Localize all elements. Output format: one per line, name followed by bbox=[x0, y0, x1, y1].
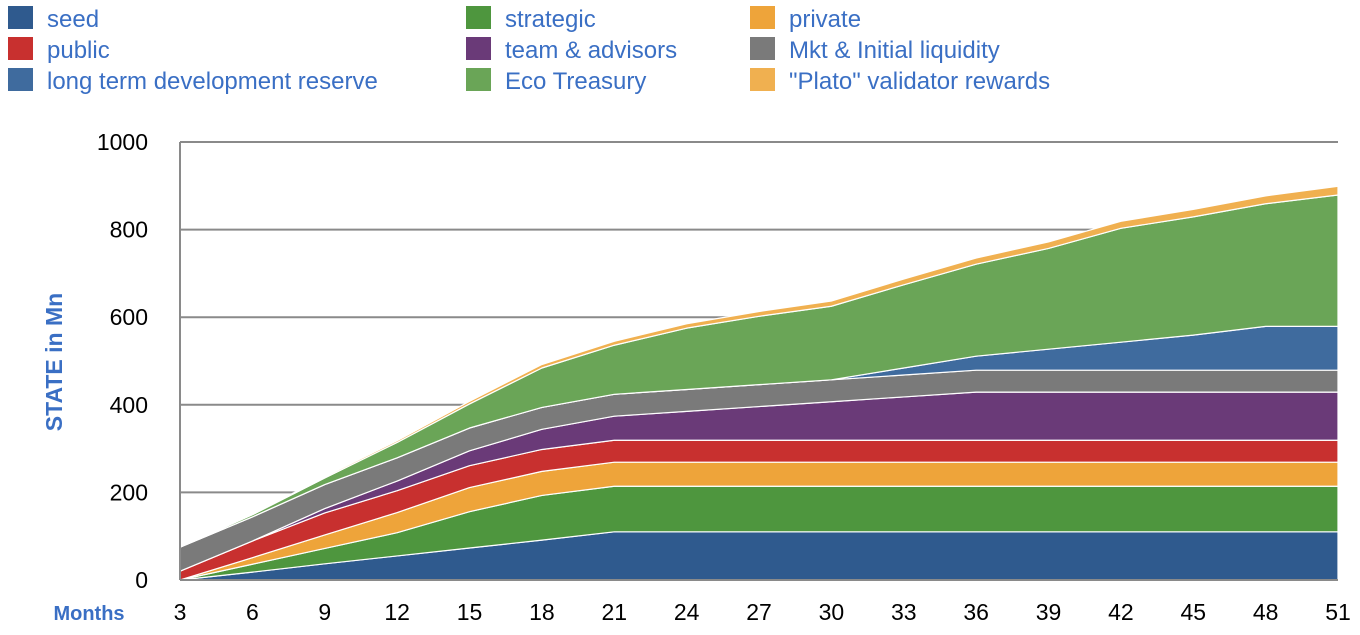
y-tick-label: 800 bbox=[110, 217, 148, 243]
legend-swatch bbox=[8, 68, 33, 91]
x-tick-label: 51 bbox=[1325, 599, 1351, 625]
x-tick-label: 15 bbox=[457, 599, 483, 625]
x-tick-label: 24 bbox=[674, 599, 700, 625]
x-tick-label: 36 bbox=[963, 599, 989, 625]
legend-swatch bbox=[8, 37, 33, 60]
legend-swatch bbox=[466, 68, 491, 91]
x-tick-label: 12 bbox=[384, 599, 410, 625]
y-tick-label: 200 bbox=[110, 479, 148, 505]
x-tick-label: 18 bbox=[529, 599, 555, 625]
x-tick-label: 42 bbox=[1108, 599, 1134, 625]
legend-label: strategic bbox=[505, 6, 596, 33]
x-tick-label: 48 bbox=[1253, 599, 1279, 625]
legend-item-long-term-development-reserve: long term development reserve bbox=[8, 68, 378, 95]
legend: seed strategic private public team & advisor… bbox=[8, 6, 1050, 95]
legend-swatch bbox=[750, 37, 775, 60]
legend-label: private bbox=[789, 6, 861, 33]
legend-item-private: private bbox=[750, 6, 861, 33]
x-tick-label: 27 bbox=[746, 599, 772, 625]
legend-item-eco-treasury: Eco Treasury bbox=[466, 68, 646, 95]
x-tick-label: 33 bbox=[891, 599, 917, 625]
x-axis-label: Months bbox=[53, 603, 124, 625]
legend-item-team-advisors: team & advisors bbox=[466, 37, 677, 64]
y-tick-label: 0 bbox=[135, 567, 148, 593]
legend-label: Eco Treasury bbox=[505, 68, 646, 95]
legend-item-strategic: strategic bbox=[466, 6, 596, 33]
legend-swatch bbox=[8, 6, 33, 29]
x-tick-label: 39 bbox=[1036, 599, 1062, 625]
legend-item-plato-validator-rewards: "Plato" validator rewards bbox=[750, 68, 1050, 95]
x-tick-label: 45 bbox=[1180, 599, 1206, 625]
stacked-areas bbox=[179, 185, 1339, 581]
legend-item-mkt-initial-liquidity: Mkt & Initial liquidity bbox=[750, 37, 1000, 64]
legend-label: team & advisors bbox=[505, 37, 677, 64]
x-tick-label: 9 bbox=[318, 599, 331, 625]
legend-label: Mkt & Initial liquidity bbox=[789, 37, 1000, 64]
y-tick-label: 600 bbox=[110, 304, 148, 330]
legend-swatch bbox=[750, 6, 775, 29]
legend-label: seed bbox=[47, 6, 99, 33]
y-axis-label: STATE in Mn bbox=[41, 293, 67, 431]
y-tick-label: 1000 bbox=[97, 129, 148, 155]
legend-label: public bbox=[47, 37, 110, 64]
legend-item-seed: seed bbox=[8, 6, 99, 33]
x-tick-label: 6 bbox=[246, 599, 259, 625]
legend-swatch bbox=[466, 6, 491, 29]
x-tick-label: 3 bbox=[174, 599, 187, 625]
x-tick-label: 21 bbox=[601, 599, 627, 625]
legend-swatch bbox=[466, 37, 491, 60]
y-tick-label: 400 bbox=[110, 392, 148, 418]
legend-label: long term development reserve bbox=[47, 68, 378, 95]
legend-label: "Plato" validator rewards bbox=[789, 68, 1050, 95]
area-plato-validator-rewards bbox=[179, 185, 1339, 548]
x-tick-label: 30 bbox=[819, 599, 845, 625]
legend-item-public: public bbox=[8, 37, 110, 64]
legend-swatch bbox=[750, 68, 775, 91]
